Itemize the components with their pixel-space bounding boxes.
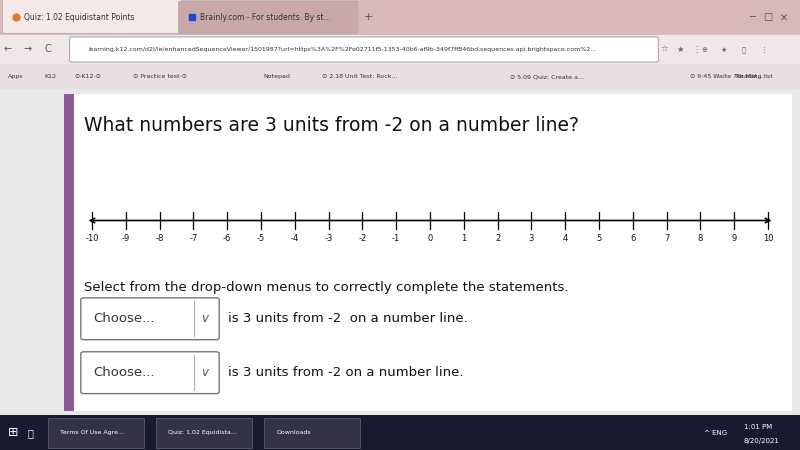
Text: 5: 5: [596, 234, 602, 243]
Text: 9: 9: [731, 234, 737, 243]
Text: -8: -8: [155, 234, 164, 243]
Text: 👤: 👤: [742, 46, 746, 53]
Text: ☆: ☆: [660, 45, 668, 54]
Text: 8: 8: [698, 234, 703, 243]
Text: ⊕: ⊕: [701, 46, 707, 53]
Text: Downloads: Downloads: [276, 430, 310, 435]
Text: 10: 10: [762, 234, 774, 243]
Text: ⊙ 5.09 Quiz: Create a...: ⊙ 5.09 Quiz: Create a...: [510, 74, 584, 79]
Bar: [264, 418, 360, 448]
Text: 1: 1: [461, 234, 466, 243]
Text: -4: -4: [290, 234, 299, 243]
Text: ★: ★: [721, 46, 727, 53]
Text: ^ ENG: ^ ENG: [704, 430, 727, 436]
Bar: [64, 94, 792, 411]
Text: Quiz: 1.02 Equidista...: Quiz: 1.02 Equidista...: [168, 430, 237, 435]
Text: ⊙-K12-⊙: ⊙-K12-⊙: [74, 74, 102, 79]
Bar: [0, 415, 800, 450]
Bar: [0, 35, 800, 64]
Text: ⋮: ⋮: [692, 45, 700, 54]
Text: Notepad: Notepad: [263, 74, 290, 79]
Bar: [48, 418, 144, 448]
Text: ⊞: ⊞: [8, 426, 18, 439]
FancyBboxPatch shape: [81, 298, 219, 340]
Text: K12: K12: [45, 74, 57, 79]
Text: v: v: [202, 312, 208, 325]
Text: -9: -9: [122, 234, 130, 243]
Text: -5: -5: [257, 234, 265, 243]
Text: Terms Of Use Agre...: Terms Of Use Agre...: [60, 430, 124, 435]
Text: -3: -3: [325, 234, 333, 243]
Text: ✕: ✕: [780, 12, 788, 22]
Text: -2: -2: [358, 234, 366, 243]
Text: Reading list: Reading list: [736, 74, 773, 79]
FancyBboxPatch shape: [178, 1, 358, 33]
Text: -10: -10: [86, 234, 98, 243]
Text: Quiz: 1.02 Equidistant Points: Quiz: 1.02 Equidistant Points: [24, 13, 134, 22]
Text: ★: ★: [676, 45, 684, 54]
Text: ─: ─: [749, 12, 755, 22]
Text: Choose...: Choose...: [94, 312, 155, 325]
Text: 0: 0: [427, 234, 433, 243]
Text: Choose...: Choose...: [94, 366, 155, 379]
Text: Brainly.com - For students. By st...: Brainly.com - For students. By st...: [200, 13, 330, 22]
Text: ⊙ 9:45 Waite 7th Mat...: ⊙ 9:45 Waite 7th Mat...: [690, 74, 764, 79]
Text: learning.k12.com/d2l/le/enhancedSequenceViewer/1501987?url=https%3A%2F%2Fe02711f: learning.k12.com/d2l/le/enhancedSequence…: [88, 47, 596, 52]
Text: ⊙ 2.18 Unit Test: Rock...: ⊙ 2.18 Unit Test: Rock...: [322, 74, 397, 79]
Text: Select from the drop-down menus to correctly complete the statements.: Select from the drop-down menus to corre…: [84, 281, 569, 294]
Text: Apps: Apps: [8, 74, 23, 79]
Text: 6: 6: [630, 234, 635, 243]
Text: ⊙ Practice test-⊙: ⊙ Practice test-⊙: [133, 74, 186, 79]
Text: ←: ←: [4, 45, 12, 54]
Text: v: v: [202, 366, 208, 379]
Bar: [0, 0, 800, 35]
Text: C: C: [45, 45, 51, 54]
Text: is 3 units from -2  on a number line.: is 3 units from -2 on a number line.: [228, 312, 468, 325]
Text: 🔍: 🔍: [28, 428, 34, 438]
FancyBboxPatch shape: [81, 352, 219, 394]
Text: -7: -7: [190, 234, 198, 243]
Text: 4: 4: [562, 234, 568, 243]
Bar: [156, 418, 252, 448]
Bar: [64, 94, 74, 411]
Text: 1:01 PM: 1:01 PM: [744, 424, 772, 431]
Text: -1: -1: [392, 234, 400, 243]
Bar: [0, 89, 800, 415]
Text: ⋮: ⋮: [761, 46, 767, 53]
FancyBboxPatch shape: [70, 37, 658, 62]
FancyBboxPatch shape: [2, 0, 182, 33]
Text: 3: 3: [529, 234, 534, 243]
Text: 2: 2: [495, 234, 500, 243]
Text: □: □: [763, 12, 773, 22]
Text: +: +: [364, 12, 374, 22]
Text: What numbers are 3 units from -2 on a number line?: What numbers are 3 units from -2 on a nu…: [84, 116, 579, 135]
Text: 8/20/2021: 8/20/2021: [744, 438, 780, 444]
Text: →: →: [24, 45, 32, 54]
Text: 7: 7: [664, 234, 670, 243]
Text: is 3 units from -2 on a number line.: is 3 units from -2 on a number line.: [228, 366, 463, 379]
Text: -6: -6: [223, 234, 231, 243]
Bar: [0, 64, 800, 89]
